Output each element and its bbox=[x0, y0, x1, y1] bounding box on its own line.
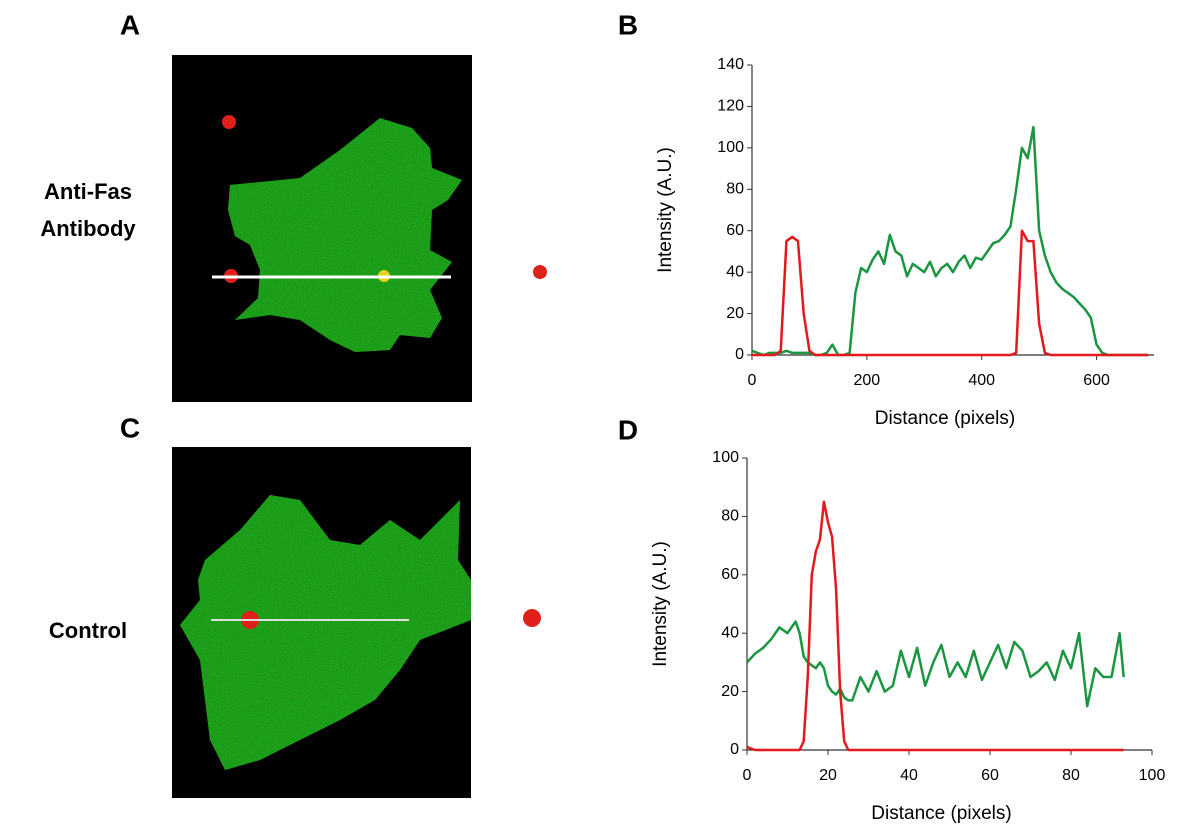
data-line bbox=[751, 125, 1149, 357]
data-line bbox=[752, 229, 1149, 357]
x-tick-label: 600 bbox=[1083, 372, 1110, 389]
data-line bbox=[746, 620, 1125, 708]
x-tick-label: 0 bbox=[743, 767, 752, 784]
panel-label: A bbox=[120, 9, 140, 40]
y-axis-label: Intensity (A.U.) bbox=[655, 147, 676, 273]
cell-texture bbox=[228, 118, 462, 352]
y-tick-label: 120 bbox=[717, 98, 744, 115]
x-tick-label: 60 bbox=[981, 767, 999, 784]
data-line bbox=[746, 500, 1124, 752]
bead bbox=[533, 265, 547, 279]
y-tick-label: 100 bbox=[712, 449, 739, 466]
y-tick-label: 60 bbox=[721, 566, 739, 583]
y-tick-label: 80 bbox=[721, 508, 739, 525]
y-tick-label: 20 bbox=[721, 683, 739, 700]
x-axis-label: Distance (pixels) bbox=[875, 408, 1015, 429]
bead bbox=[523, 609, 541, 627]
panel-label: C bbox=[120, 412, 140, 443]
micrograph-a bbox=[172, 55, 547, 402]
y-tick-label: 0 bbox=[730, 741, 739, 758]
y-tick-label: 0 bbox=[735, 346, 744, 363]
y-tick-label: 40 bbox=[726, 263, 744, 280]
x-tick-label: 80 bbox=[1062, 767, 1080, 784]
y-tick-label: 20 bbox=[726, 305, 744, 322]
y-tick-label: 60 bbox=[726, 222, 744, 239]
x-tick-label: 200 bbox=[854, 372, 881, 389]
panel-label: D bbox=[618, 414, 638, 445]
y-tick-label: 140 bbox=[717, 56, 744, 73]
y-axis-label: Intensity (A.U.) bbox=[650, 541, 671, 667]
y-tick-label: 40 bbox=[721, 624, 739, 641]
x-axis-label: Distance (pixels) bbox=[871, 803, 1011, 824]
panel-label: B bbox=[618, 9, 638, 40]
micrograph-c bbox=[172, 447, 541, 798]
y-tick-label: 100 bbox=[717, 139, 744, 156]
row-label: Anti-Fas bbox=[44, 179, 132, 204]
x-tick-label: 40 bbox=[900, 767, 918, 784]
x-tick-label: 0 bbox=[748, 372, 757, 389]
cell-texture bbox=[180, 495, 471, 770]
x-tick-label: 100 bbox=[1139, 767, 1166, 784]
row-label: Antibody bbox=[40, 216, 136, 241]
x-tick-label: 400 bbox=[968, 372, 995, 389]
row-label: Control bbox=[49, 618, 127, 643]
bead bbox=[222, 115, 236, 129]
x-tick-label: 20 bbox=[819, 767, 837, 784]
y-tick-label: 80 bbox=[726, 181, 744, 198]
